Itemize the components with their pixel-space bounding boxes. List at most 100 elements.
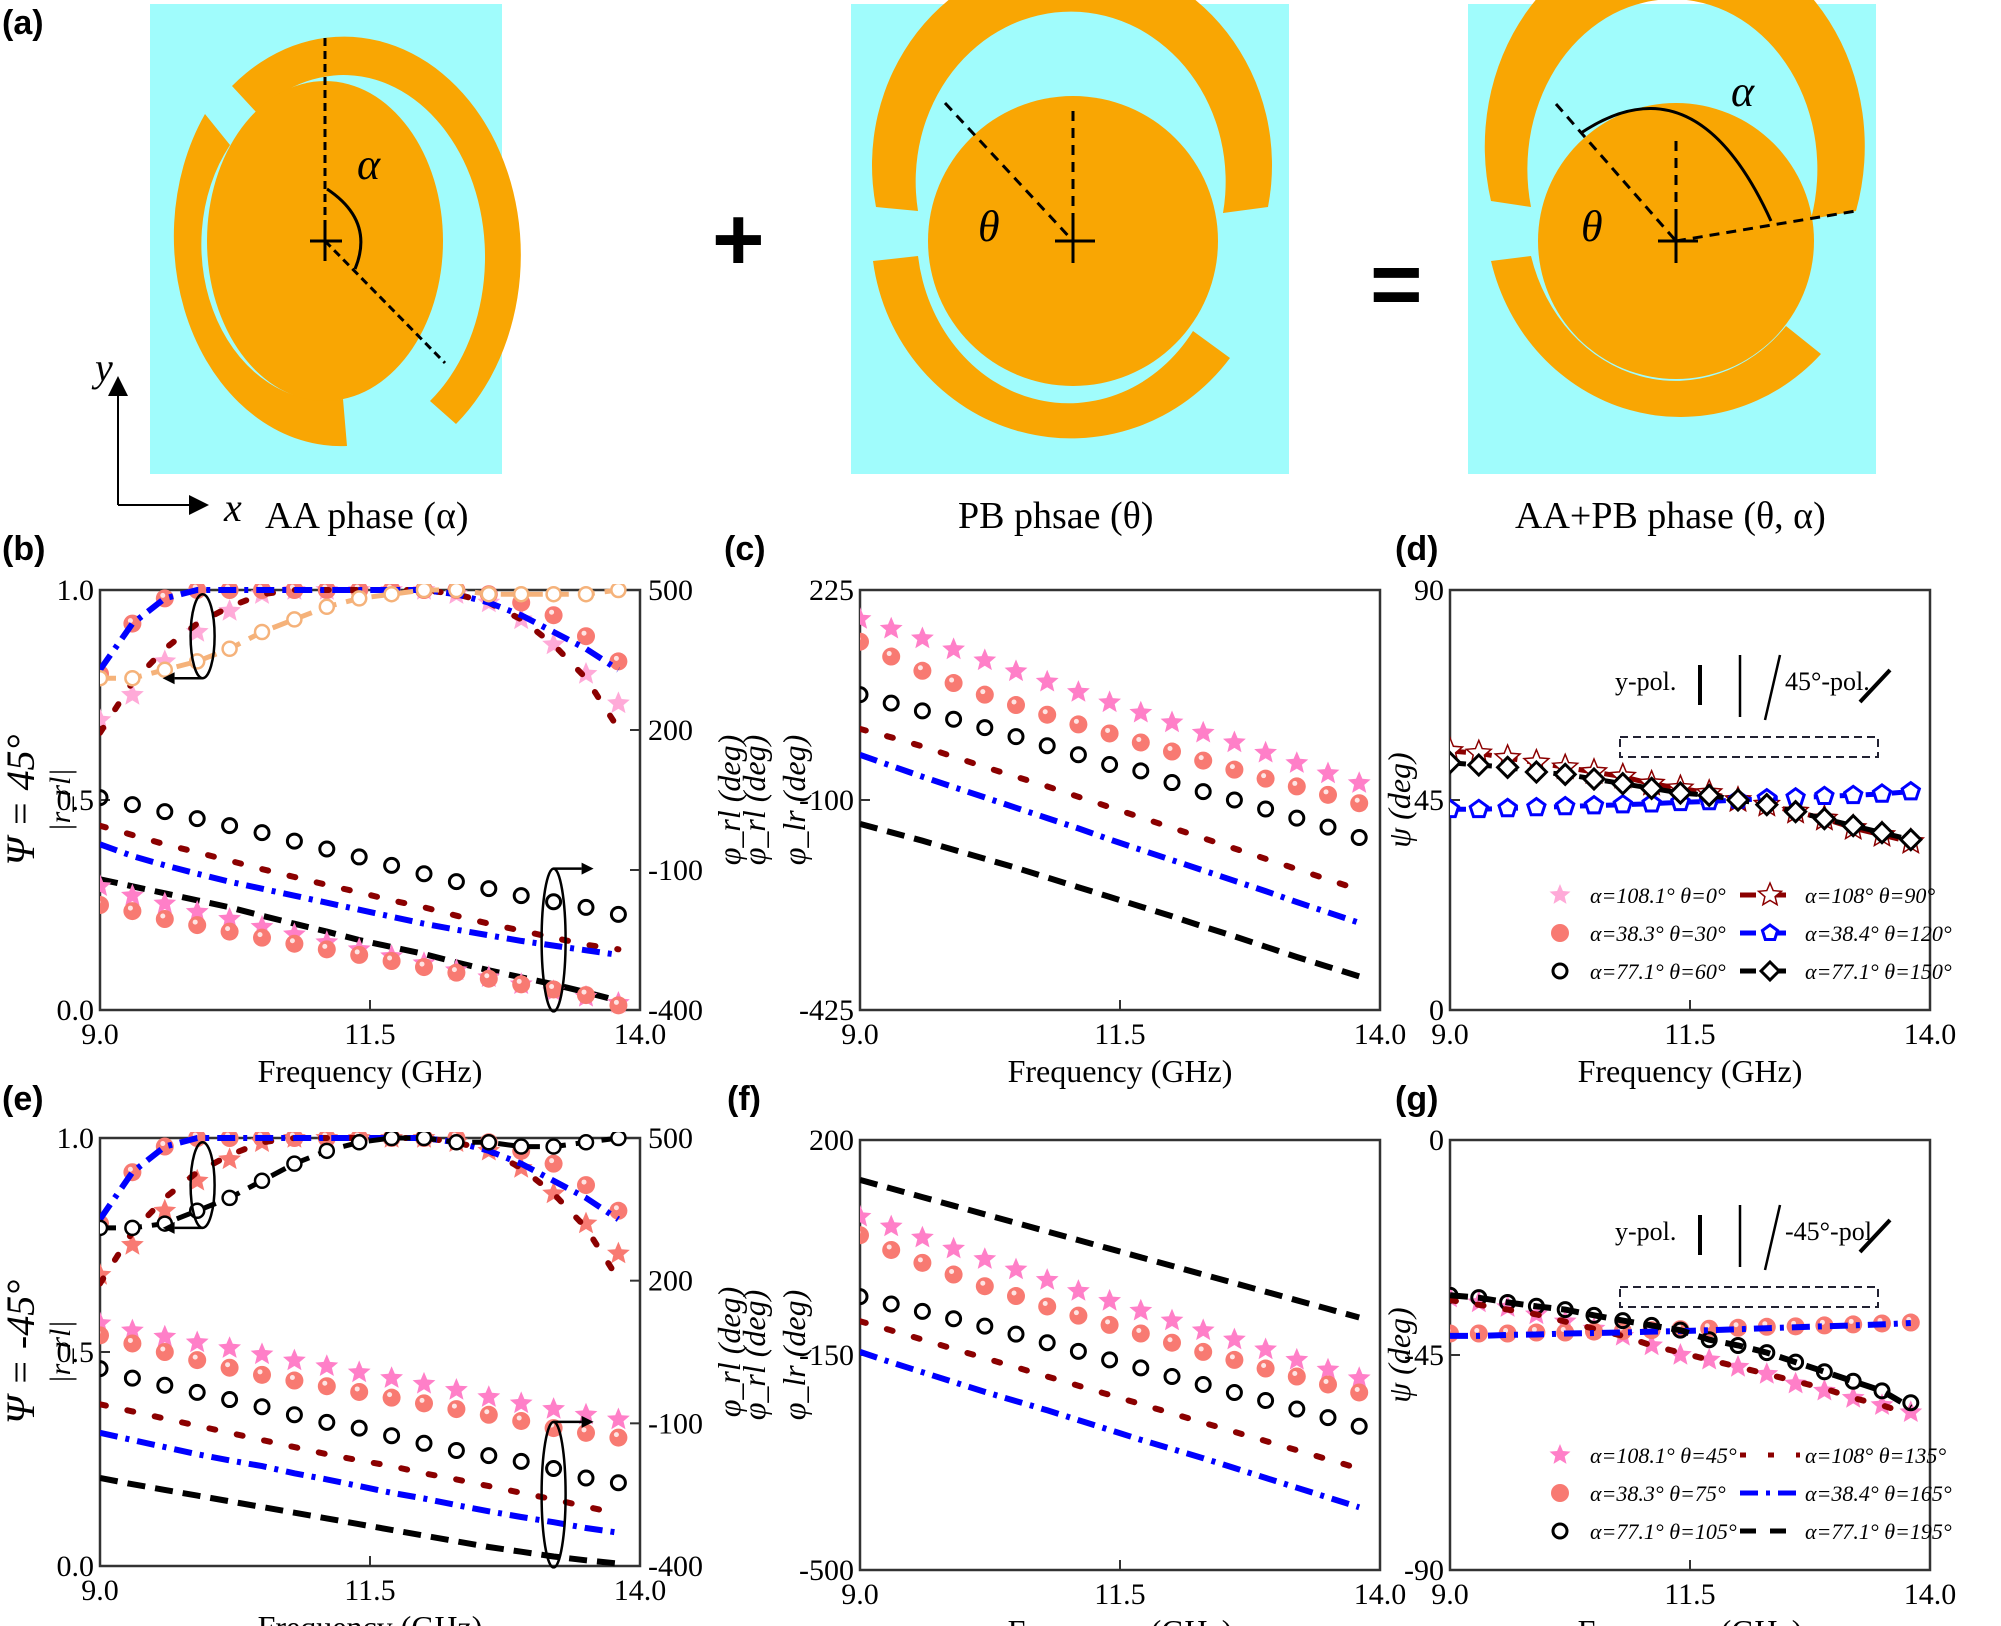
data-point-star (1004, 659, 1028, 682)
data-point-ring (913, 1302, 931, 1320)
data-point-sphere (944, 1265, 963, 1284)
data-point-star (153, 891, 177, 914)
data-point-sphere (1256, 769, 1275, 788)
unit-cell-aa-phase: α (150, 4, 521, 474)
plot-area (100, 584, 630, 1015)
data-point-sphere (1225, 1350, 1244, 1369)
x-tick-label: 9.0 (1431, 1578, 1469, 1611)
y2-tick-label: -100 (648, 1407, 703, 1440)
legend-label: α=77.1° θ=60° (1590, 959, 1726, 984)
outer-split-ring-2 (873, 256, 1230, 439)
data-point-highlight (322, 1380, 328, 1386)
data-point-circle (610, 584, 627, 599)
legend-marker-open-star (1756, 881, 1784, 907)
data-point-ring (1069, 1342, 1087, 1360)
data-point-ring (415, 1434, 433, 1452)
alpha-label: α (357, 140, 381, 189)
data-point-pentagon (1497, 797, 1518, 818)
series-dotted-3 (860, 1318, 1363, 1472)
diagonal-double-arrow-icon (1858, 1218, 1892, 1254)
series-line (860, 751, 1361, 926)
data-point-highlight (192, 919, 198, 925)
y-axis-label: φ_rl (deg) (736, 1290, 772, 1421)
y-tick-label: 200 (809, 1124, 854, 1157)
outer-split-ring (232, 36, 521, 424)
series-line (100, 822, 622, 953)
data-point-star (879, 616, 903, 639)
series-line (100, 587, 621, 673)
data-point-circle (286, 1155, 303, 1172)
data-point-star (911, 626, 934, 649)
data-point-highlight (1011, 699, 1017, 705)
data-point-circle (512, 585, 530, 603)
series-dotted-3 (1450, 1297, 1914, 1418)
series-dashdot-7 (100, 841, 619, 958)
data-point-circle (221, 1189, 238, 1207)
data-point-sphere (1287, 1367, 1306, 1386)
data-point-star (218, 1147, 241, 1170)
series-dashcircle-4 (100, 1132, 627, 1237)
series-ring-5 (100, 789, 627, 923)
data-point-star (121, 1233, 144, 1255)
data-point-highlight (860, 1230, 861, 1234)
data-point-pentagon (1450, 798, 1461, 819)
data-point-highlight (980, 689, 986, 695)
data-point-diamond (1466, 752, 1491, 778)
inset-y-pol-label: y-pol. (1615, 667, 1676, 696)
data-point-star (1191, 1318, 1215, 1341)
data-point-ring (1101, 1351, 1119, 1369)
data-point-sphere (1256, 1359, 1275, 1378)
series-dotted-2 (100, 587, 622, 736)
data-point-ring (1101, 755, 1119, 773)
data-point-star (607, 1407, 630, 1430)
data-point-sphere (577, 627, 595, 646)
data-point-highlight (886, 1244, 892, 1250)
data-point-ring (1194, 1375, 1212, 1393)
series-line (100, 1401, 622, 1517)
chart-e: 9.0 11.5 14.0 0.0 0.5 1.0 -400 -100 200 500 φ_rl (… (0, 1122, 747, 1626)
data-point-sphere (100, 896, 109, 914)
data-point-ring (350, 848, 368, 866)
y-tick-label: 225 (809, 574, 854, 607)
y-tick-label: 0.5 (57, 1336, 95, 1369)
series-line (860, 1349, 1361, 1511)
data-point-sphere (317, 1377, 336, 1396)
data-point-sphere (544, 980, 563, 999)
data-point-star (1129, 700, 1153, 723)
data-point-sphere (913, 1253, 932, 1272)
data-point-highlight (886, 651, 892, 657)
data-point-star (412, 1371, 436, 1394)
series-line (1450, 1297, 1914, 1418)
data-point-ring (609, 1474, 627, 1492)
y-tick-label: 1.0 (57, 574, 95, 607)
data-point-circle (350, 1134, 368, 1151)
series-line (100, 1135, 619, 1231)
data-point-star (1035, 669, 1059, 692)
data-point-ring (447, 1441, 465, 1459)
data-point-star (121, 883, 144, 906)
inset-out-pol-label: -45°-pol (1785, 1217, 1872, 1246)
data-point-sphere (447, 1400, 466, 1419)
legend-label: α=108.1° θ=0° (1590, 883, 1726, 908)
right-arrowhead-icon (581, 1415, 594, 1428)
data-point-sphere (1225, 760, 1244, 779)
data-point-highlight (549, 983, 555, 989)
data-point-diamond (1524, 759, 1549, 785)
data-point-circle (512, 1138, 530, 1155)
data-point-ring (1007, 728, 1025, 746)
data-point-star (185, 900, 209, 922)
data-point-sphere (479, 1405, 498, 1424)
data-point-highlight (613, 1432, 619, 1438)
data-point-highlight (917, 665, 923, 671)
data-point-star (1254, 740, 1277, 763)
y2-tick-label: -400 (648, 994, 703, 1027)
data-point-highlight (613, 999, 619, 1005)
x-tick-label: 9.0 (841, 1018, 879, 1051)
data-point-highlight (1762, 1321, 1768, 1327)
data-point-ring (1132, 762, 1150, 780)
plot-area (860, 607, 1371, 980)
data-point-star (509, 1391, 533, 1414)
data-point-star (860, 607, 872, 629)
data-point-highlight (160, 1141, 166, 1147)
x-tick-label: 14.0 (1354, 1018, 1407, 1051)
